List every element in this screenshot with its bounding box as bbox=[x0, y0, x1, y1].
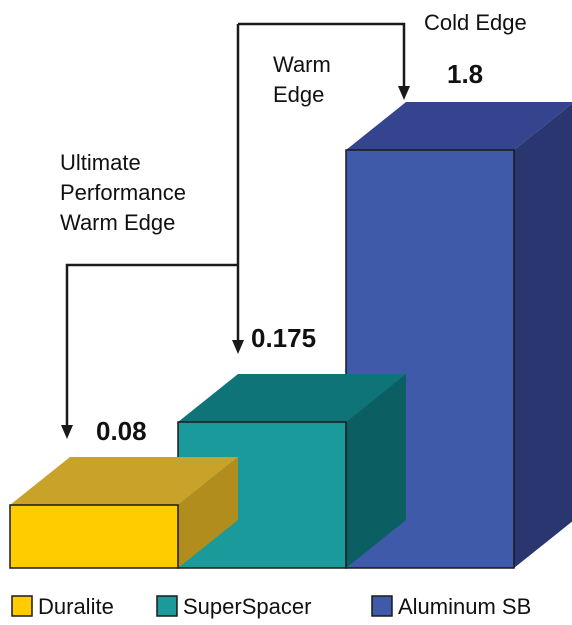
annotation-arrow-duralite bbox=[65, 263, 238, 425]
value-label-superspacer: 0.175 bbox=[251, 323, 316, 353]
annotation-aluminum-sb-line-1: Cold Edge bbox=[424, 10, 527, 35]
bar-top-superspacer bbox=[178, 374, 406, 422]
bars-group bbox=[9, 102, 572, 569]
bar-top-aluminum-sb bbox=[346, 102, 572, 150]
value-labels: 0.08 0.175 1.8 bbox=[96, 59, 483, 446]
annotation-duralite-line-3: Warm Edge bbox=[60, 210, 175, 235]
bar-side-duralite bbox=[178, 457, 238, 568]
annotations-group: Ultimate Performance Warm Edge Warm Edge Cold… bbox=[60, 10, 527, 235]
value-label-aluminum-sb: 1.8 bbox=[447, 59, 483, 89]
legend-label-duralite: Duralite bbox=[38, 594, 114, 619]
bar-side-superspacer bbox=[346, 374, 406, 568]
arrowhead-superspacer bbox=[232, 340, 244, 354]
legend-swatch-aluminum-sb bbox=[371, 595, 393, 617]
bar-duralite bbox=[9, 504, 179, 569]
annotation-duralite-line-1: Ultimate bbox=[60, 150, 141, 175]
legend: Duralite SuperSpacer Aluminum SB bbox=[11, 594, 531, 619]
value-label-duralite: 0.08 bbox=[96, 416, 147, 446]
annotation-superspacer-line-1: Warm bbox=[273, 52, 331, 77]
arrowhead-aluminum-sb bbox=[398, 86, 410, 100]
legend-swatch-duralite bbox=[11, 595, 33, 617]
annotation-arrows bbox=[61, 22, 410, 439]
arrowhead-duralite bbox=[61, 425, 73, 439]
bar-top-duralite bbox=[10, 457, 238, 505]
annotation-arrow-aluminum-sb bbox=[238, 22, 406, 86]
annotation-superspacer-line-2: Edge bbox=[273, 82, 324, 107]
legend-label-superspacer: SuperSpacer bbox=[183, 594, 311, 619]
bar-side-aluminum-sb bbox=[514, 103, 572, 568]
legend-swatch-superspacer bbox=[156, 595, 178, 617]
annotation-duralite-line-2: Performance bbox=[60, 180, 186, 205]
legend-label-aluminum-sb: Aluminum SB bbox=[398, 594, 531, 619]
